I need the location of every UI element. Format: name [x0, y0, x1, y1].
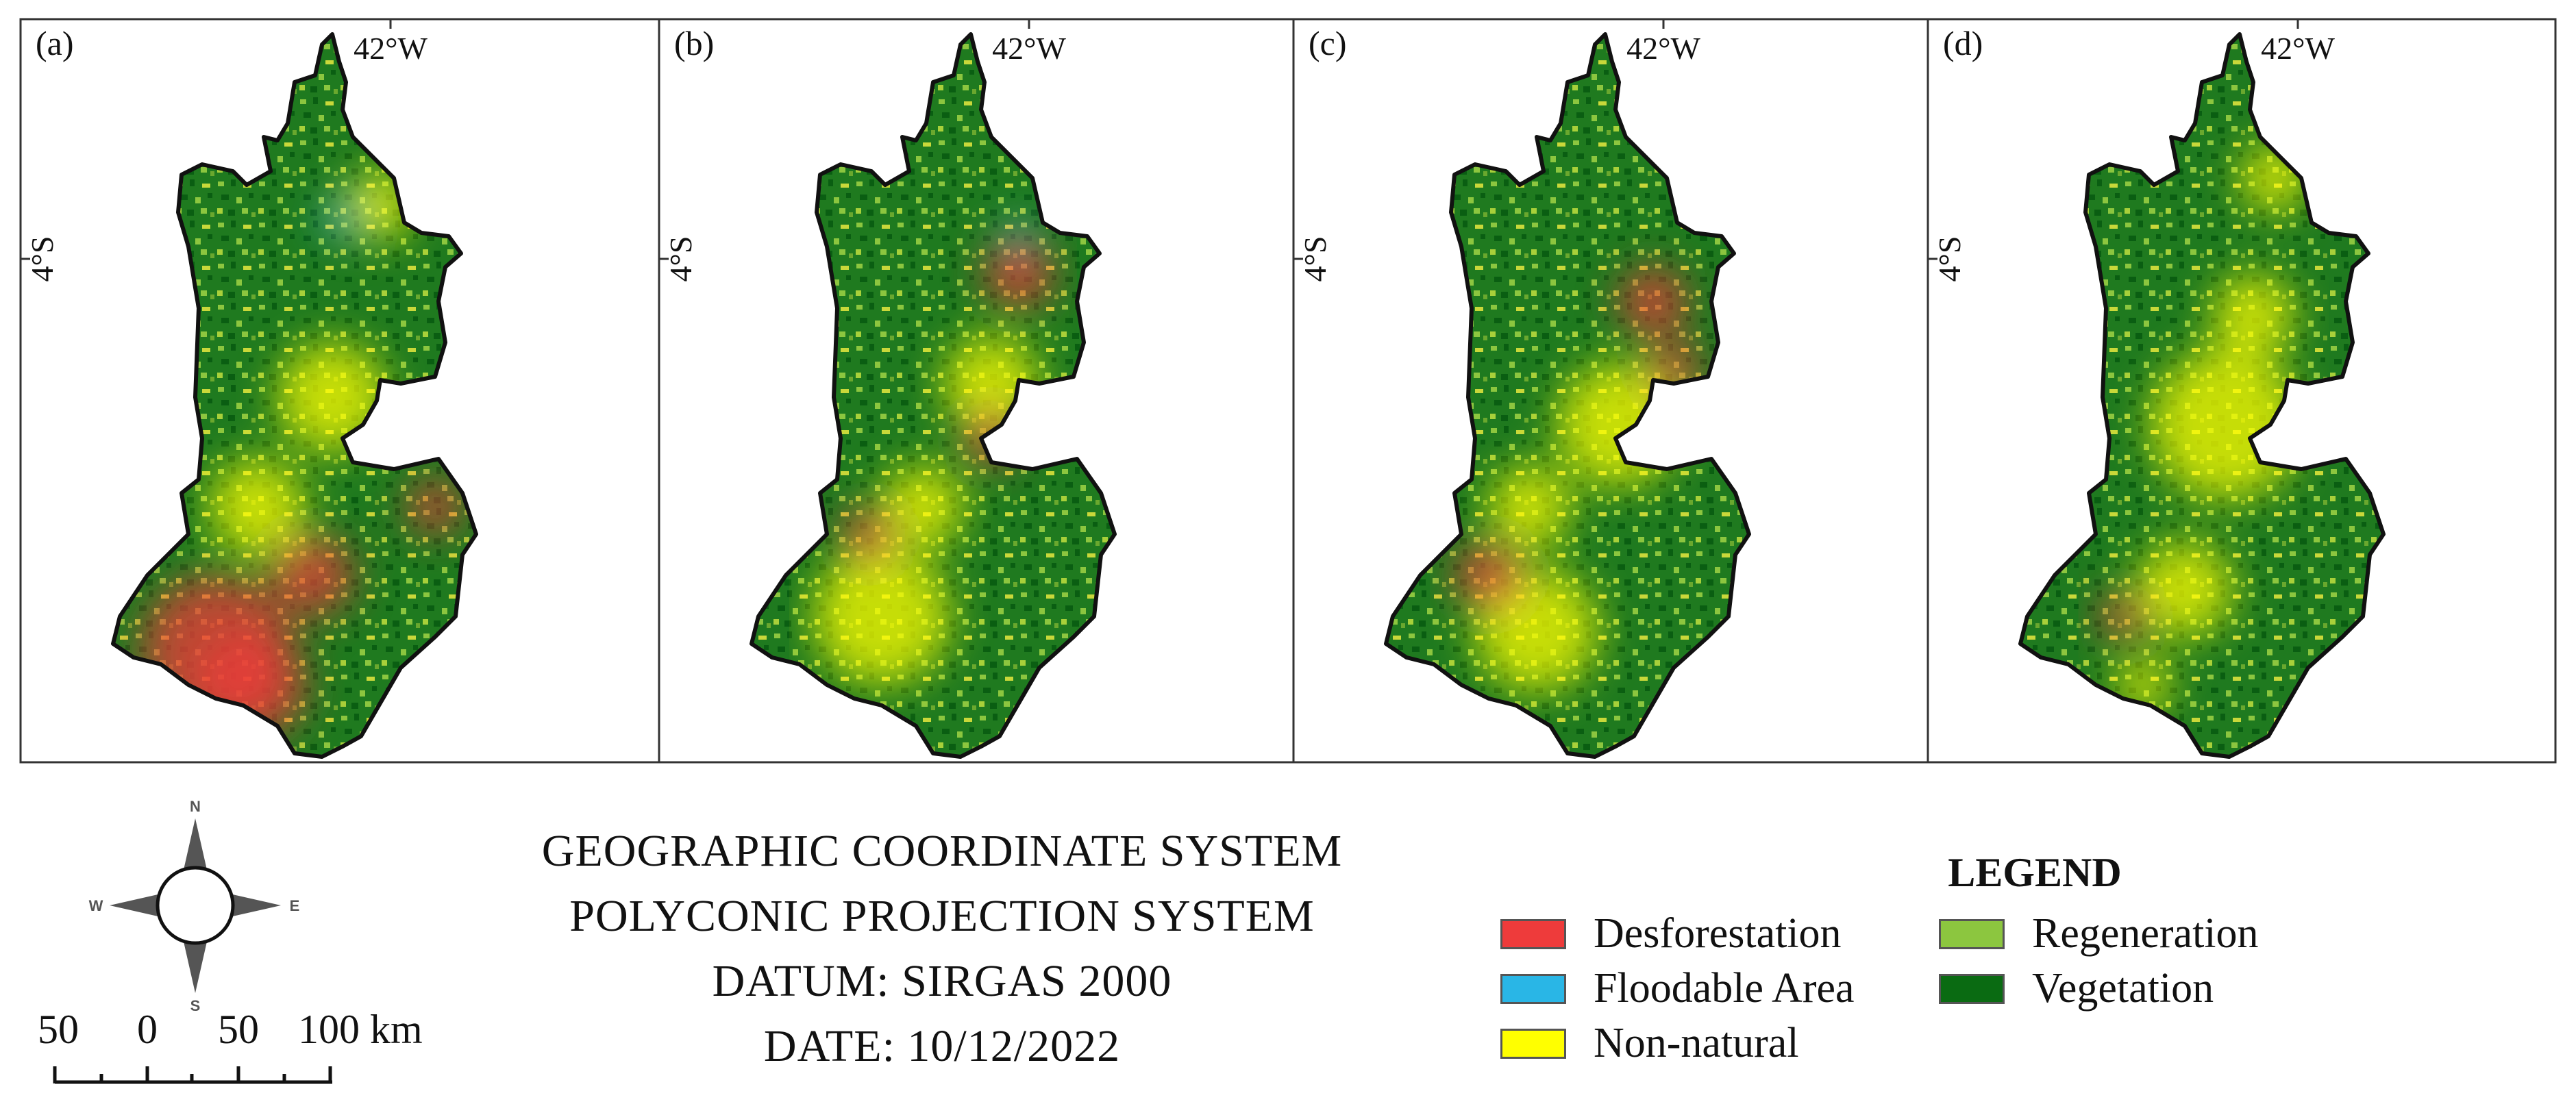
- legend-label-regeneration: Regeneration: [2032, 910, 2259, 957]
- panel-label: (c): [1309, 24, 1347, 62]
- scale-bar: 50 0 50 100 km: [38, 1007, 423, 1084]
- date-text: DATE: 10/12/2022: [763, 1021, 1121, 1071]
- legend-label-floodable-area: Floodable Area: [1594, 965, 1855, 1012]
- latitude-label: 4°S: [663, 236, 698, 282]
- compass-north-arrow: [184, 818, 207, 870]
- map-panel: (c) 42°W 4°S: [1292, 18, 1929, 764]
- longitude-label: 42°W: [2261, 31, 2335, 66]
- scale-label-100km: 100 km: [298, 1007, 423, 1052]
- legend-item-floodable-area: Floodable Area: [1500, 964, 1855, 1013]
- scale-label-50-right: 50: [218, 1007, 259, 1052]
- panel-label: (a): [36, 24, 74, 62]
- legend-label-vegetation: Vegetation: [2032, 965, 2214, 1012]
- compass-e-label: E: [290, 897, 300, 914]
- legend-swatch-vegetation: [1939, 973, 2005, 1004]
- legend-swatch-regeneration: [1939, 918, 2005, 949]
- compass-w-label: W: [89, 897, 103, 914]
- study-area-map: [1386, 34, 1749, 757]
- legend-swatch-floodable-area: [1500, 973, 1566, 1004]
- legend-item-regeneration: Regeneration: [1939, 909, 2259, 958]
- panel-label: (b): [674, 24, 714, 62]
- compass-s-label: S: [190, 997, 201, 1014]
- panel-label: (d): [1943, 24, 1983, 62]
- compass-n-label: N: [190, 798, 201, 815]
- map-panel: (b) 42°W 4°S: [658, 18, 1295, 764]
- compass-west-arrow: [110, 894, 161, 917]
- compass-center-circle: [156, 866, 235, 945]
- study-area-map: [752, 34, 1115, 757]
- longitude-label: 42°W: [992, 31, 1066, 66]
- map-panel: (a) 42°W 4°S: [19, 18, 660, 764]
- legend-item-non-natural: Non-natural: [1500, 1019, 1799, 1068]
- legend-item-vegetation: Vegetation: [1939, 964, 2214, 1013]
- legend: LEGEND Desforestation Floodable Area Non…: [1500, 849, 2391, 1082]
- coordinate-system-text: GEOGRAPHIC COORDINATE SYSTEM: [541, 826, 1343, 876]
- legend-title: LEGEND: [1948, 850, 2122, 895]
- latitude-label: 4°S: [25, 236, 60, 282]
- study-area-map: [113, 34, 476, 757]
- legend-swatch-non-natural: [1500, 1028, 1566, 1059]
- legend-label-non-natural: Non-natural: [1594, 1020, 1799, 1066]
- compass-east-arrow: [230, 894, 281, 917]
- legend-swatch-desforestation: [1500, 918, 1566, 949]
- latitude-label: 4°S: [1298, 236, 1333, 282]
- projection-system-text: POLYCONIC PROJECTION SYSTEM: [569, 891, 1315, 941]
- scale-label-0: 0: [137, 1007, 158, 1052]
- latitude-label: 4°S: [1932, 236, 1967, 282]
- longitude-label: 42°W: [1626, 31, 1700, 66]
- scale-label-50-left: 50: [38, 1007, 79, 1052]
- legend-item-desforestation: Desforestation: [1500, 909, 1842, 958]
- legend-label-desforestation: Desforestation: [1594, 910, 1842, 957]
- datum-text: DATUM: SIRGAS 2000: [712, 956, 1172, 1006]
- longitude-label: 42°W: [354, 31, 428, 66]
- projection-info: GEOGRAPHIC COORDINATE SYSTEM POLYCONIC P…: [445, 818, 1439, 1079]
- map-panels: (a) 42°W 4°S (b) 42°W 4°S (c) 42°W 4°S (d) 42°W 4°S: [19, 18, 2557, 764]
- study-area-map: [2020, 34, 2383, 757]
- compass-rose: N S W E: [89, 798, 300, 1014]
- scale-bar-line: [53, 1066, 332, 1084]
- map-panel: (d) 42°W 4°S: [1927, 18, 2557, 764]
- compass-south-arrow: [184, 942, 207, 993]
